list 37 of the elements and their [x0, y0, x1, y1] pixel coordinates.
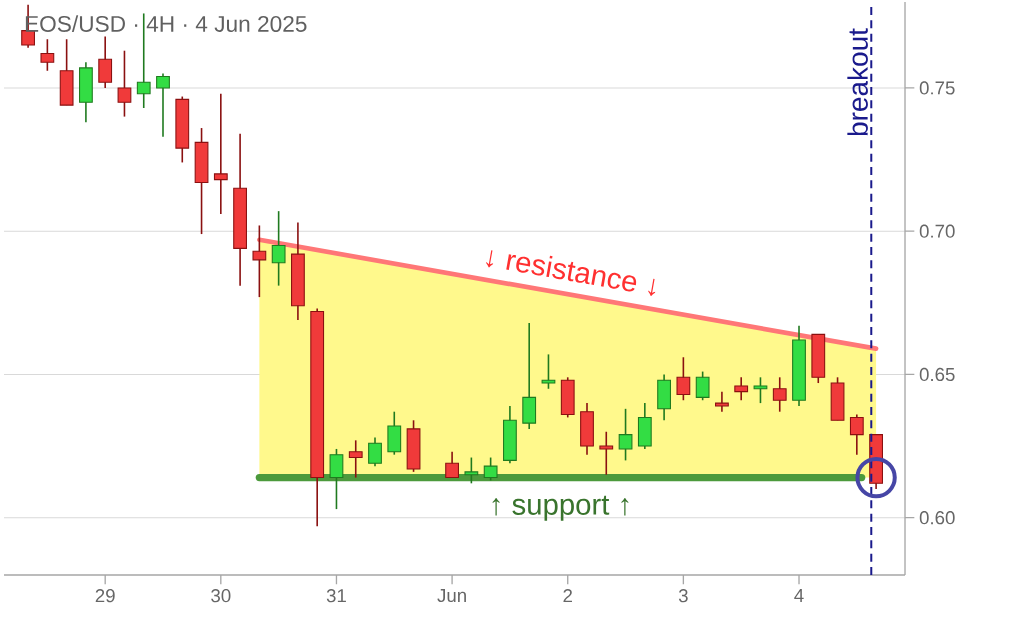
- candlestick: [117, 49, 132, 118]
- x-tick-label: 2: [563, 589, 572, 603]
- candlestick: [464, 456, 479, 485]
- candlestick: [734, 376, 749, 402]
- ref-line-label: breakout: [847, 28, 868, 136]
- x-tick-label: 3: [678, 589, 688, 603]
- candlestick: [213, 92, 228, 215]
- candlestick: [618, 408, 633, 462]
- candlestick: [541, 353, 556, 390]
- annotation: ↓ resistance ↓: [486, 250, 656, 297]
- candlestick: [676, 356, 691, 402]
- x-tick-label: Jun: [437, 589, 466, 603]
- candlestick: [849, 413, 864, 456]
- candlestick: [445, 451, 459, 479]
- y-tick-label: 0.65: [919, 367, 955, 382]
- x-tick-label: 29: [95, 589, 115, 603]
- annotation: ↑ support ↑: [492, 495, 629, 521]
- candlestick: [483, 456, 498, 482]
- x-tick-label: 30: [211, 589, 231, 603]
- candlestick: [695, 370, 710, 402]
- candlestick: [772, 376, 787, 413]
- candlestick: [348, 439, 363, 479]
- candlestick: [599, 430, 614, 476]
- candlestick: [40, 38, 55, 72]
- candlestick: [368, 436, 382, 467]
- y-tick-label: 0.70: [919, 224, 955, 238]
- x-tick-label: 4: [794, 589, 804, 602]
- candlestick: [98, 35, 113, 89]
- candlestick: [271, 210, 286, 287]
- y-tick-label: 0.75: [919, 81, 955, 95]
- candlestick: [715, 390, 729, 413]
- candlestick: [156, 72, 170, 138]
- candlestick: [252, 224, 267, 298]
- candlestick: [329, 448, 344, 510]
- y-tick-label: 0.60: [919, 511, 955, 525]
- x-tick-label: 31: [326, 589, 346, 603]
- candlestick: [753, 376, 768, 404]
